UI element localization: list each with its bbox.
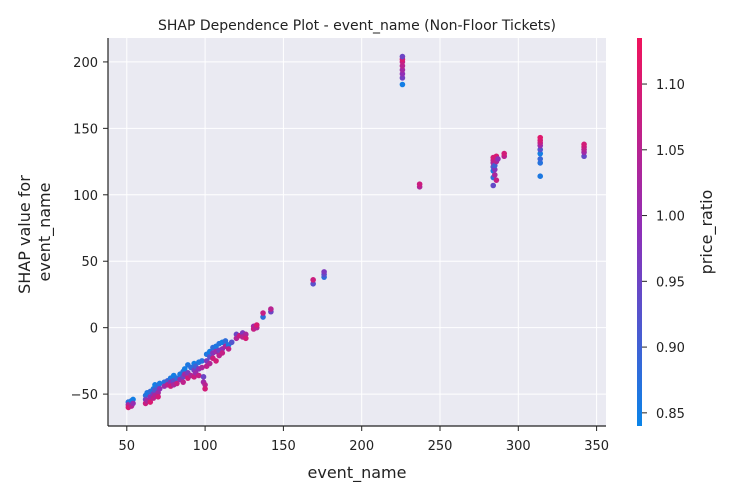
data-point-57 (196, 372, 202, 379)
y-axis-ticks: −50 0 50 100 150 200 (71, 56, 108, 403)
data-point-103 (310, 277, 316, 283)
x-tick-label-5: 300 (506, 439, 531, 454)
colorbar-label: price_ratio (697, 190, 717, 275)
y-tick-label-3: 100 (73, 189, 98, 204)
data-point-137 (537, 146, 544, 153)
y-axis-label-line-1: SHAP value for (15, 175, 34, 294)
data-point-117 (490, 182, 497, 189)
data-point-24 (156, 380, 163, 387)
data-point-101 (268, 306, 274, 312)
data-point-98 (260, 314, 266, 320)
data-point-58 (199, 358, 205, 364)
data-point-97 (253, 322, 260, 328)
data-point-132 (501, 150, 508, 157)
colorbar-tick-label-5: 1.10 (656, 78, 685, 93)
data-point-136 (537, 150, 544, 157)
data-point-5 (130, 396, 136, 403)
data-point-130 (495, 156, 501, 162)
data-point-14 (147, 399, 154, 405)
data-point-109 (399, 71, 406, 77)
y-tick-label-4: 150 (73, 122, 98, 137)
data-point-60 (200, 374, 207, 380)
data-point-23 (155, 393, 161, 400)
plot-area (108, 38, 606, 426)
colorbar-tick-label-2: 0.95 (656, 275, 685, 290)
data-point-59 (199, 364, 205, 371)
colorbar-tick-label-4: 1.05 (656, 144, 685, 159)
x-axis-ticks: 50 100 150 200 250 300 350 (119, 426, 609, 454)
colorbar-ticks: 0.85 0.90 0.95 1.00 1.05 1.10 (642, 78, 685, 422)
data-point-108 (399, 75, 406, 81)
data-point-134 (537, 160, 544, 166)
data-point-125 (492, 166, 498, 173)
data-point-63 (202, 385, 208, 392)
data-point-37 (174, 380, 180, 387)
data-point-42 (180, 379, 186, 385)
data-point-127 (493, 177, 500, 183)
x-tick-label-6: 350 (584, 439, 609, 454)
data-point-81 (219, 350, 226, 356)
data-point-102 (310, 281, 316, 287)
x-tick-label-3: 200 (349, 439, 374, 454)
x-tick-label-0: 50 (119, 439, 136, 454)
data-point-106 (321, 269, 327, 275)
data-point-141 (537, 134, 544, 141)
data-point-62 (202, 382, 208, 388)
colorbar-tick-label-3: 1.00 (656, 210, 685, 225)
data-point-25 (156, 385, 163, 392)
data-point-92 (243, 331, 249, 338)
data-point-69 (206, 360, 213, 367)
data-point-111 (399, 63, 406, 69)
y-tick-label-2: 50 (81, 255, 98, 270)
data-point-85 (225, 346, 232, 352)
data-point-110 (399, 67, 406, 73)
data-point-107 (399, 81, 406, 88)
data-point-142 (581, 153, 587, 160)
colorbar-tick-label-1: 0.90 (656, 341, 685, 356)
grid-lines (108, 38, 606, 426)
data-point-135 (537, 156, 544, 162)
colorbar (637, 38, 642, 426)
data-point-146 (581, 141, 587, 148)
x-axis-label: event_name (308, 463, 407, 483)
y-axis-label: SHAP value for event_name (15, 170, 55, 294)
colorbar-tick-label-0: 0.85 (656, 407, 685, 422)
x-tick-label-1: 100 (193, 439, 218, 454)
data-points (125, 53, 587, 411)
data-point-124 (492, 172, 498, 178)
y-axis-label-line-2: event_name (35, 183, 55, 282)
data-point-99 (260, 310, 266, 316)
data-point-116 (416, 181, 423, 187)
data-point-86 (228, 339, 235, 346)
data-point-43 (181, 366, 188, 372)
x-tick-label-4: 250 (428, 439, 453, 454)
chart-title: SHAP Dependence Plot - event_name (Non-F… (158, 18, 556, 34)
data-point-82 (222, 338, 229, 344)
data-point-93 (243, 335, 249, 342)
data-point-75 (213, 358, 219, 364)
data-point-114 (399, 53, 406, 60)
y-tick-label-5: 200 (73, 56, 98, 71)
x-tick-label-2: 150 (271, 439, 296, 454)
y-tick-label-1: 0 (90, 322, 98, 337)
data-point-6 (130, 400, 136, 407)
y-tick-label-0: −50 (71, 388, 98, 403)
data-point-133 (537, 173, 544, 179)
